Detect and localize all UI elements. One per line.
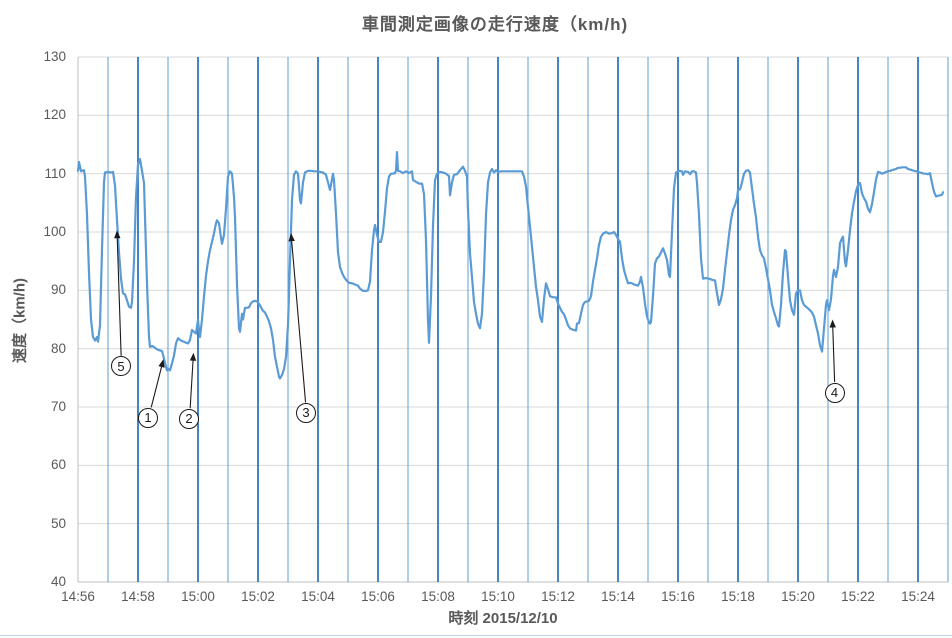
annotation-circled-number-1: 1 — [138, 407, 158, 428]
y-tick-label: 70 — [50, 399, 66, 414]
annotation-arrow-line — [116, 236, 122, 356]
annotation-arrowhead — [114, 230, 121, 239]
x-tick-label: 15:16 — [661, 589, 695, 604]
annotation-arrowhead — [158, 359, 165, 368]
y-tick-label: 90 — [50, 282, 66, 298]
annotation-circled-number-2: 2 — [179, 408, 199, 429]
y-tick-label: 60 — [50, 457, 66, 473]
y-tick-label: 80 — [50, 340, 66, 356]
x-tick-label: 15:06 — [361, 589, 395, 604]
y-tick-label: 40 — [50, 574, 66, 589]
y-tick-label: 50 — [50, 515, 66, 531]
x-tick-label: 15:10 — [481, 589, 515, 604]
annotation-arrow-line — [150, 364, 163, 408]
annotation-arrowhead — [189, 352, 197, 361]
x-tick-label: 15:02 — [241, 589, 275, 604]
series-line — [76, 151, 945, 380]
x-tick-label: 15:24 — [901, 589, 935, 604]
x-tick-label: 15:20 — [781, 589, 815, 604]
y-tick-label: 100 — [43, 224, 66, 239]
x-axis-title: 時刻 2015/12/10 — [448, 610, 558, 627]
x-tick-label: 15:18 — [721, 589, 755, 604]
x-tick-label: 15:00 — [181, 589, 215, 604]
x-tick-label: 15:12 — [541, 589, 575, 604]
x-tick-label: 14:56 — [61, 589, 95, 604]
x-tick-label: 15:08 — [421, 589, 455, 604]
x-tick-label: 15:22 — [841, 589, 875, 604]
window-bottom-edge — [0, 635, 952, 636]
x-tick-label: 14:58 — [121, 589, 155, 604]
annotation-arrow-line — [832, 325, 836, 383]
annotation-circled-number-3: 3 — [296, 402, 316, 423]
y-tick-label: 130 — [43, 49, 66, 64]
chart-title: 車間測定画像の走行速度（km/h) — [361, 15, 629, 34]
annotation-circled-number-5: 5 — [111, 356, 131, 377]
x-tick-label: 15:04 — [301, 589, 335, 604]
y-tick-label: 120 — [43, 107, 66, 123]
annotation-arrowhead — [288, 233, 295, 242]
x-tick-label: 15:14 — [601, 589, 635, 604]
y-tick-label: 110 — [44, 165, 66, 181]
annotation-arrowhead — [829, 319, 836, 328]
annotation-circled-number-4: 4 — [824, 382, 845, 403]
annotation-arrow-line — [290, 239, 307, 403]
annotation-arrow-line — [189, 358, 194, 409]
